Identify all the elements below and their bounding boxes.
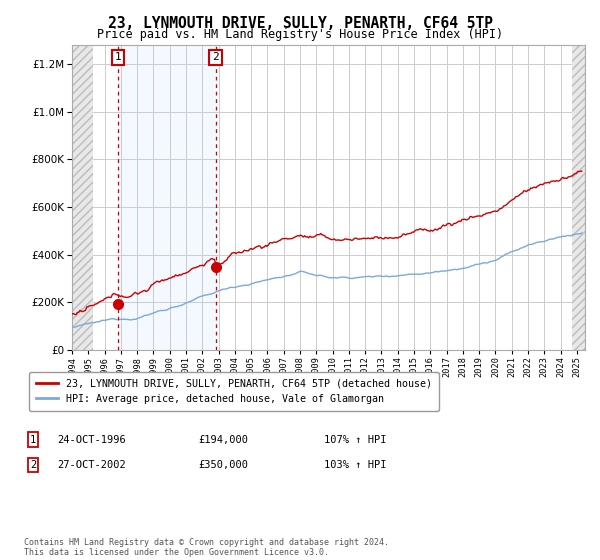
Text: 1: 1 <box>30 435 36 445</box>
Text: 23, LYNMOUTH DRIVE, SULLY, PENARTH, CF64 5TP: 23, LYNMOUTH DRIVE, SULLY, PENARTH, CF64… <box>107 16 493 31</box>
Text: 27-OCT-2002: 27-OCT-2002 <box>57 460 126 470</box>
Bar <box>72 45 93 350</box>
Text: 24-OCT-1996: 24-OCT-1996 <box>57 435 126 445</box>
Bar <box>118 45 215 350</box>
Text: 107% ↑ HPI: 107% ↑ HPI <box>324 435 386 445</box>
Bar <box>572 45 585 350</box>
Text: Price paid vs. HM Land Registry's House Price Index (HPI): Price paid vs. HM Land Registry's House … <box>97 28 503 41</box>
Text: 2: 2 <box>212 53 219 62</box>
Text: £194,000: £194,000 <box>198 435 248 445</box>
Legend: 23, LYNMOUTH DRIVE, SULLY, PENARTH, CF64 5TP (detached house), HPI: Average pric: 23, LYNMOUTH DRIVE, SULLY, PENARTH, CF64… <box>29 372 439 411</box>
Text: 2: 2 <box>30 460 36 470</box>
Text: 103% ↑ HPI: 103% ↑ HPI <box>324 460 386 470</box>
Text: Contains HM Land Registry data © Crown copyright and database right 2024.
This d: Contains HM Land Registry data © Crown c… <box>24 538 389 557</box>
Text: £350,000: £350,000 <box>198 460 248 470</box>
Text: 1: 1 <box>115 53 121 62</box>
